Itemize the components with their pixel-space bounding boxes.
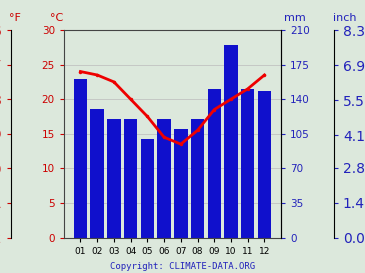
Text: °F: °F — [9, 13, 20, 23]
Bar — [157, 119, 171, 238]
Text: inch: inch — [333, 13, 357, 23]
Bar — [91, 109, 104, 238]
Bar — [191, 119, 204, 238]
Text: mm: mm — [284, 13, 306, 23]
Bar — [224, 45, 238, 238]
Bar — [107, 119, 120, 238]
Bar — [141, 139, 154, 238]
Bar — [74, 79, 87, 238]
Bar — [174, 129, 188, 238]
Bar — [241, 89, 254, 238]
Bar — [208, 89, 221, 238]
Bar — [258, 91, 271, 238]
Text: Copyright: CLIMATE-DATA.ORG: Copyright: CLIMATE-DATA.ORG — [110, 262, 255, 271]
Text: °C: °C — [50, 13, 63, 23]
Bar — [124, 119, 137, 238]
